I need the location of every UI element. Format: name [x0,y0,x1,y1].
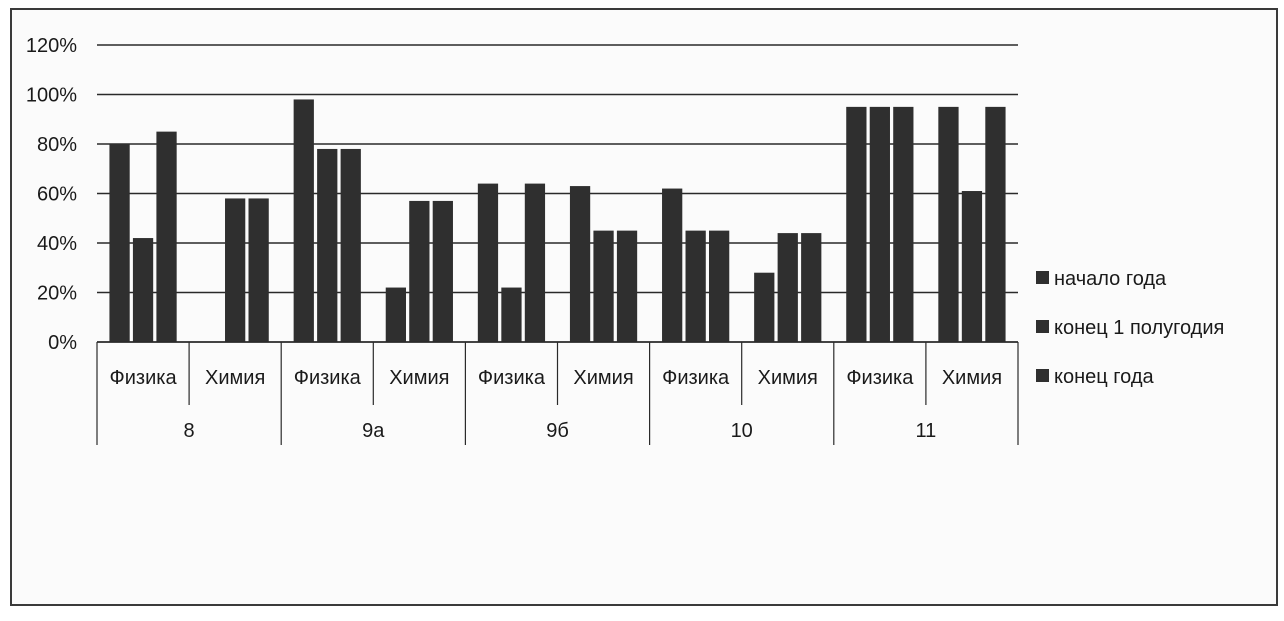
bar [569,186,591,342]
bar [501,287,522,342]
bar [340,148,361,342]
bar [225,198,246,342]
bar [409,200,430,342]
chart-frame [10,8,1278,606]
bar [432,200,453,342]
y-tick-label: 100% [26,85,77,107]
legend-swatch [1036,320,1049,333]
bar [801,233,822,342]
category-axis: Физика Химия Физика Химия Физика Химия Физика Х… [96,341,1019,445]
subcategory-label: Химия [389,367,449,389]
bar [317,148,338,342]
bar [961,191,983,342]
legend: начало года конец 1 полугодия конец года [1036,268,1224,388]
bar [293,99,314,342]
y-tick-label: 0% [48,332,77,354]
bar [132,238,154,342]
bar [893,106,914,342]
legend-label: конец года [1054,366,1154,388]
y-axis-ticks: 0% 20% 40% 60% 80% 100% 120% [26,35,77,354]
subcategory-label: Физика [294,367,362,389]
subcategory-label: Химия [205,367,265,389]
group-label: 9б [546,420,569,442]
bar [709,230,730,342]
group-label: 10 [731,420,753,442]
bar [777,233,798,342]
legend-swatch [1036,369,1049,382]
y-tick-label: 20% [37,283,77,305]
subcategory-label: Физика [110,367,178,389]
legend-swatch [1036,271,1049,284]
bar [938,106,959,342]
subcategory-label: Химия [942,367,1002,389]
y-tick-label: 80% [37,134,77,156]
y-tick-label: 60% [37,184,77,206]
legend-label: начало года [1054,268,1167,290]
group-label: 11 [916,420,937,442]
bar [985,106,1006,342]
bar [524,183,546,342]
bar [846,106,867,342]
subcategory-label: Химия [573,367,633,389]
subcategory-label: Химия [758,367,818,389]
bar [869,106,890,342]
bar [248,198,269,342]
bar [477,183,499,342]
y-tick-label: 40% [37,233,77,255]
legend-label: конец 1 полугодия [1054,317,1224,339]
subcategory-label: Физика [662,367,730,389]
bar [109,144,130,342]
bar [685,230,706,342]
subcategory-label: Физика [478,367,546,389]
bar [156,131,177,342]
bars [109,99,1006,342]
bar [662,188,683,342]
bar [593,230,614,342]
bar [616,230,638,342]
subcategory-label: Физика [846,367,914,389]
group-label: 8 [184,420,195,442]
bar [385,287,406,342]
bar [754,272,775,342]
y-tick-label: 120% [26,35,77,57]
group-label: 9а [362,420,385,442]
